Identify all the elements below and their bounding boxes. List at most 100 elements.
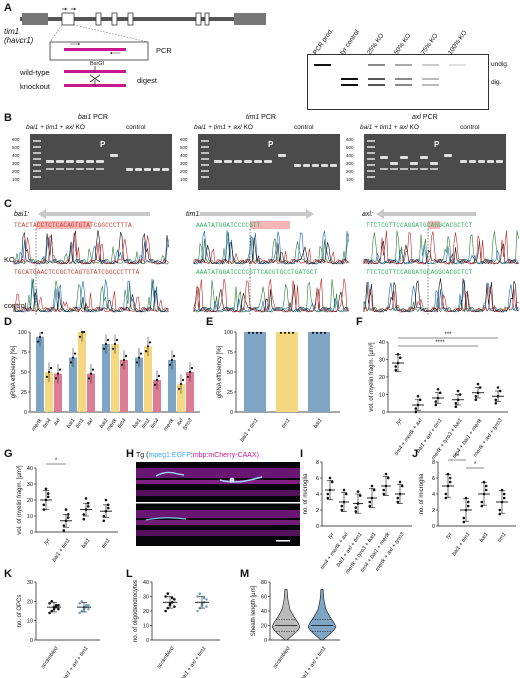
d-point xyxy=(190,366,194,370)
g-y-label: vol. of myelin fragm. [µm³] xyxy=(17,465,23,534)
ko-band xyxy=(234,160,242,163)
k-tick-label: 0 xyxy=(30,638,33,644)
e-point xyxy=(279,331,283,334)
schematic-gel xyxy=(307,54,489,110)
ko-label: bai1 + tim1 + axl KO xyxy=(26,124,85,131)
d-bar xyxy=(102,344,110,412)
control-band xyxy=(496,160,503,163)
j-point xyxy=(444,492,448,496)
d-bar xyxy=(135,357,143,412)
panel-label-m: M xyxy=(240,568,250,580)
d-point xyxy=(82,330,86,334)
ladder-band xyxy=(367,140,375,142)
i-point xyxy=(326,492,330,496)
m-x-label: bai1 + axl + tim1 xyxy=(300,646,328,678)
control-band xyxy=(478,160,485,163)
d-x-label: tim4 xyxy=(150,418,161,430)
control-band xyxy=(312,164,319,167)
g-point xyxy=(104,498,108,502)
chromatogram-trace xyxy=(193,298,349,313)
i-point xyxy=(384,472,388,476)
bsrgi-label: BsrGI xyxy=(90,61,105,67)
ladder-band xyxy=(367,176,375,178)
ko-band-secondary xyxy=(66,168,74,170)
k-point xyxy=(78,601,81,605)
control-band xyxy=(487,160,494,163)
f-tick-label: 10 xyxy=(379,393,385,399)
ko-band xyxy=(410,162,418,165)
j-x-label: tyr xyxy=(445,531,454,540)
k-point xyxy=(87,603,90,607)
panel-label-c: C xyxy=(4,198,12,210)
k-point xyxy=(54,603,58,607)
f-point xyxy=(394,365,398,368)
j-point xyxy=(448,480,452,484)
f-tick-label: 20 xyxy=(379,375,385,381)
e-x-label: bai1 xyxy=(313,418,324,430)
chromatogram-trace xyxy=(13,233,169,265)
ko-label: bai1 + tim1 + axl KO xyxy=(194,124,253,131)
j-tick-label: 0 xyxy=(432,524,435,530)
f-point xyxy=(454,401,458,405)
k-point xyxy=(78,611,81,615)
i-point xyxy=(398,480,402,484)
d-bar xyxy=(78,332,86,412)
g-point xyxy=(44,487,48,491)
e-point xyxy=(255,331,259,334)
d-bar xyxy=(186,372,194,412)
e-tick-label: 50 xyxy=(227,370,233,376)
control-band xyxy=(460,160,467,163)
d-bar xyxy=(45,372,53,412)
k-point xyxy=(50,609,54,613)
d-bar xyxy=(87,373,95,412)
d-point xyxy=(111,347,115,350)
panel-label-f: F xyxy=(356,316,363,328)
seq-axl-control: TTCTCGTTCCAGGATGCAGGCACGCTCT xyxy=(366,269,473,276)
d-point xyxy=(106,338,110,342)
panel-label-b: B xyxy=(4,112,12,124)
ladder-band xyxy=(201,146,209,148)
i-point xyxy=(372,488,376,492)
f-point xyxy=(434,403,438,407)
l-point xyxy=(164,609,167,613)
f-tick-label: 0 xyxy=(382,410,385,416)
chromatogram-trace xyxy=(193,237,349,265)
d-bar xyxy=(54,373,62,412)
ladder-label: 600 xyxy=(346,137,354,142)
gene-tim1-label: tim1: xyxy=(186,211,202,218)
d-bar xyxy=(144,346,152,412)
ko-band-secondary xyxy=(76,168,84,170)
m-violin xyxy=(307,588,337,641)
f-point xyxy=(474,398,478,402)
ladder-band xyxy=(33,140,41,142)
ladder-band xyxy=(33,176,41,178)
ladder-band xyxy=(33,152,41,154)
panel-label-e: E xyxy=(206,316,214,328)
i-point xyxy=(354,510,358,513)
i-point xyxy=(382,488,386,492)
k-point xyxy=(57,607,60,611)
e-point xyxy=(311,331,315,334)
ladder-band xyxy=(367,170,375,172)
g-point xyxy=(82,517,86,521)
panel-label-i: I xyxy=(300,448,304,460)
m-tick-label: 80 xyxy=(261,580,267,586)
l-x-label: scrambled xyxy=(156,645,176,670)
d-x-label: tim4 xyxy=(42,418,53,430)
pcr-product-band xyxy=(278,154,286,157)
e-tick-label: 75 xyxy=(227,350,233,356)
gene-name: tim1 xyxy=(4,27,20,36)
g-x-label: tim1 xyxy=(101,538,112,550)
l-y-label: no. of oligodendrocytes xyxy=(133,580,139,642)
h-label-egfp: mpeg1:EGFP xyxy=(148,452,191,459)
control-band xyxy=(153,168,160,171)
ladder-band xyxy=(201,176,209,178)
i-point xyxy=(370,484,374,488)
h-label-mcherry: ;mbp:mCherry-CAAX) xyxy=(190,452,259,459)
i-point xyxy=(330,480,334,484)
control-band xyxy=(135,168,142,171)
d-x-label: tim1 xyxy=(141,418,152,430)
l-point xyxy=(164,595,167,598)
g-point xyxy=(102,514,106,518)
